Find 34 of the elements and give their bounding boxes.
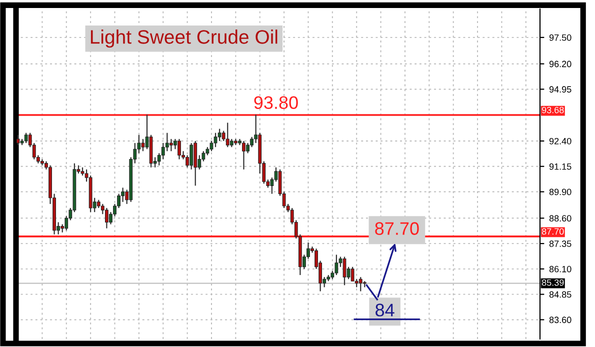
text: Light Sweet Crude Oil (90, 30, 278, 48)
y-tick-label: 96.20 (549, 60, 572, 68)
candlestick (242, 140, 246, 170)
y-tick-label: 84.85 (549, 291, 572, 298)
candlestick (218, 128, 222, 142)
y-tick-label: 86.10 (549, 266, 572, 272)
candlestick (141, 138, 145, 152)
annotation: 87.70 (375, 222, 419, 235)
candlestick (210, 140, 214, 152)
y-tick-label: 97.50 (549, 34, 572, 41)
y-tick-label: 88.60 (549, 215, 572, 222)
y-tick-label: 83.60 (549, 316, 572, 324)
y-tick-label: 89.90 (549, 188, 572, 196)
ref-line-label: 87.70 (542, 228, 564, 235)
candlestick (214, 132, 218, 148)
ref-line-label: 85.39 (542, 279, 564, 286)
y-tick-label: 91.15 (549, 163, 572, 170)
candlestick (178, 138, 181, 160)
y-tick-label: 92.40 (549, 138, 572, 144)
ref-line-label: 93.68 (542, 106, 564, 114)
annotation: 93.80 (254, 96, 298, 109)
candlestick (334, 254, 338, 276)
candlestick (190, 142, 194, 170)
candlestick (16, 134, 20, 146)
candlestick (226, 122, 230, 148)
candlestick (342, 256, 346, 286)
annotation: 84 (376, 304, 394, 316)
candlestick (105, 207, 108, 229)
candlestick (24, 132, 28, 144)
candlestick (169, 138, 173, 152)
candlestick (358, 276, 362, 292)
candlestick (165, 132, 169, 152)
y-tick-label: 94.95 (549, 86, 572, 93)
y-tick-label: 87.35 (549, 240, 572, 247)
